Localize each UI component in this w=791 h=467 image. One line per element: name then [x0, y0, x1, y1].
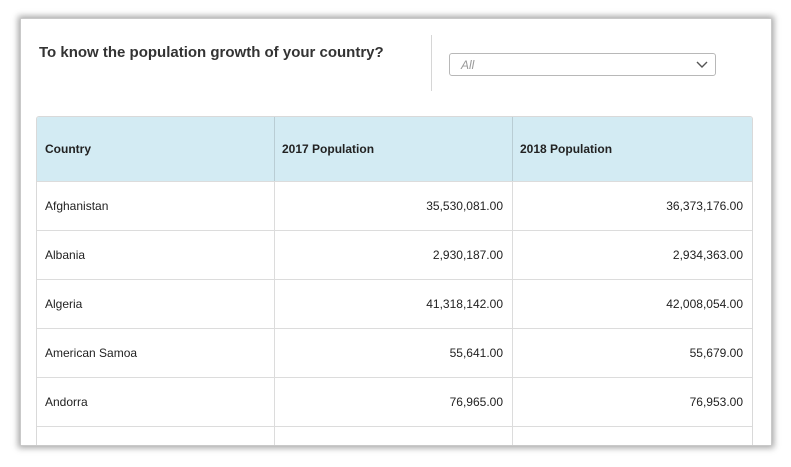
table-header-row: Country 2017 Population 2018 Population: [37, 117, 752, 181]
chevron-down-icon[interactable]: [695, 57, 709, 71]
population-2018-cell: [513, 427, 752, 445]
column-header-2017-population[interactable]: 2017 Population: [275, 117, 513, 181]
header-divider: [431, 35, 432, 91]
country-cell: Algeria: [37, 280, 275, 328]
population-2018-cell: 36,373,176.00: [666, 199, 743, 213]
population-2017-cell: 76,965.00: [275, 378, 513, 426]
population-2018-cell: 76,953.00: [689, 395, 743, 409]
country-cell: Afghanistan: [37, 182, 275, 230]
column-header-2018-population[interactable]: 2018 Population: [520, 142, 613, 156]
population-table: Country 2017 Population 2018 Population …: [36, 116, 753, 445]
table-row[interactable]: Albania 2,930,187.00 2,934,363.00: [37, 230, 752, 279]
page-title: To know the population growth of your co…: [39, 44, 384, 61]
population-2017-cell: 41,318,142.00: [275, 280, 513, 328]
table-row[interactable]: Algeria 41,318,142.00 42,008,054.00: [37, 279, 752, 328]
table-row[interactable]: Andorra 76,965.00 76,953.00: [37, 377, 752, 426]
population-2018-cell: 2,934,363.00: [672, 248, 743, 262]
population-2018-cell: 42,008,054.00: [666, 297, 743, 311]
country-cell: Albania: [37, 231, 275, 279]
country-cell: American Samoa: [37, 329, 275, 377]
population-widget: To know the population growth of your co…: [20, 18, 772, 446]
dropdown-selected-value: All: [461, 58, 475, 72]
country-filter-dropdown[interactable]: All: [449, 53, 716, 76]
population-2017-cell: 35,530,081.00: [275, 182, 513, 230]
population-2018-cell: 55,679.00: [689, 346, 743, 360]
table-row[interactable]: American Samoa 55,641.00 55,679.00: [37, 328, 752, 377]
population-2017-cell: [275, 427, 513, 445]
country-cell: Andorra: [37, 378, 275, 426]
table-row-partial[interactable]: [37, 426, 752, 445]
table-row[interactable]: Afghanistan 35,530,081.00 36,373,176.00: [37, 181, 752, 230]
population-2017-cell: 55,641.00: [275, 329, 513, 377]
column-header-country[interactable]: Country: [37, 117, 275, 181]
country-cell: [37, 427, 275, 445]
population-2017-cell: 2,930,187.00: [275, 231, 513, 279]
